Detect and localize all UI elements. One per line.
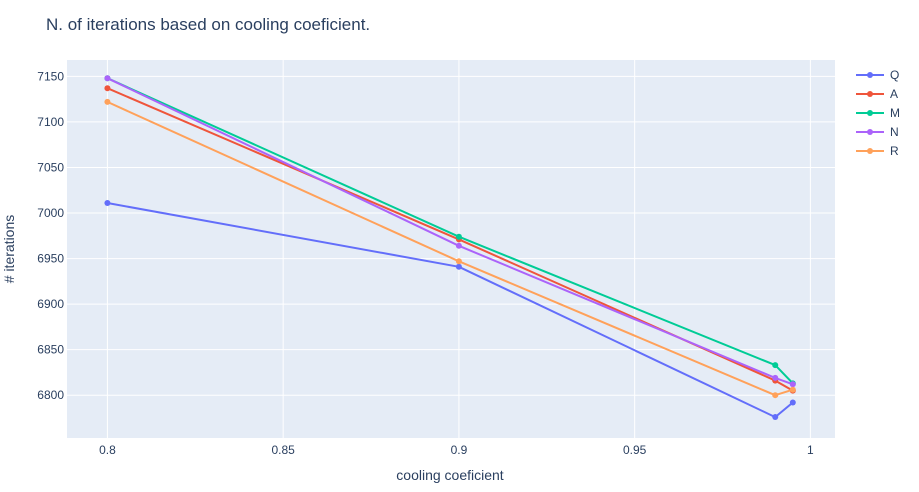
legend-marker [867, 91, 873, 97]
legend-marker [867, 72, 873, 78]
legend-marker [867, 129, 873, 135]
data-point[interactable] [772, 414, 779, 421]
data-point[interactable] [789, 399, 796, 406]
data-point[interactable] [455, 263, 462, 270]
data-point[interactable] [455, 242, 462, 249]
series-q [104, 200, 796, 421]
data-point[interactable] [772, 392, 779, 399]
legend-item-m[interactable]: M [856, 106, 900, 120]
series-r [104, 98, 796, 399]
series-line [107, 87, 794, 392]
y-axis: 6800 6850 6900 6950 7000 7050 7100 7150 [37, 69, 64, 402]
y-tick-label: 7100 [37, 115, 64, 129]
y-tick-label: 7000 [37, 206, 64, 220]
series-line [106, 100, 794, 397]
y-tick-label: 6900 [37, 297, 64, 311]
y-tick-label: 7050 [37, 160, 64, 174]
data-point[interactable] [789, 386, 796, 393]
grid [67, 60, 835, 438]
y-tick-label: 6950 [37, 252, 64, 266]
legend-item-n[interactable]: N [856, 125, 899, 139]
series-line [107, 202, 794, 419]
legend-label: R [890, 144, 899, 158]
data-point[interactable] [772, 362, 779, 369]
legend-marker [867, 148, 873, 154]
x-tick-label: 1 [807, 443, 814, 457]
y-axis-title: # iterations [1, 215, 17, 283]
legend-label: A [890, 87, 898, 101]
x-tick-label: 0.95 [623, 443, 647, 457]
series-group [104, 75, 796, 421]
chart-title: N. of iterations based on cooling coefic… [46, 15, 370, 34]
series-a [104, 85, 796, 394]
data-point[interactable] [104, 75, 111, 82]
x-tick-label: 0.85 [271, 443, 295, 457]
data-point[interactable] [455, 233, 462, 240]
legend-marker [867, 110, 873, 116]
legend-item-r[interactable]: R [856, 144, 899, 158]
x-axis: 0.8 0.85 0.9 0.95 1 [99, 443, 814, 457]
legend-label: Q [890, 68, 899, 82]
y-tick-label: 6850 [37, 343, 64, 357]
series-line [106, 77, 794, 386]
legend-item-a[interactable]: A [856, 87, 898, 101]
plot-area [67, 60, 835, 438]
x-tick-label: 0.9 [451, 443, 468, 457]
y-tick-label: 6800 [37, 388, 64, 402]
data-point[interactable] [104, 98, 111, 105]
legend-item-q[interactable]: Q [856, 68, 899, 82]
data-point[interactable] [104, 200, 111, 207]
x-axis-title: cooling coeficient [396, 467, 504, 483]
x-tick-label: 0.8 [99, 443, 116, 457]
y-tick-label: 7150 [37, 69, 64, 83]
series-line [106, 77, 794, 384]
legend-label: M [890, 106, 900, 120]
legend-label: N [890, 125, 899, 139]
data-point[interactable] [772, 374, 779, 381]
data-point[interactable] [455, 258, 462, 265]
data-point[interactable] [104, 85, 111, 92]
series-n [104, 75, 796, 388]
data-point[interactable] [789, 381, 796, 388]
